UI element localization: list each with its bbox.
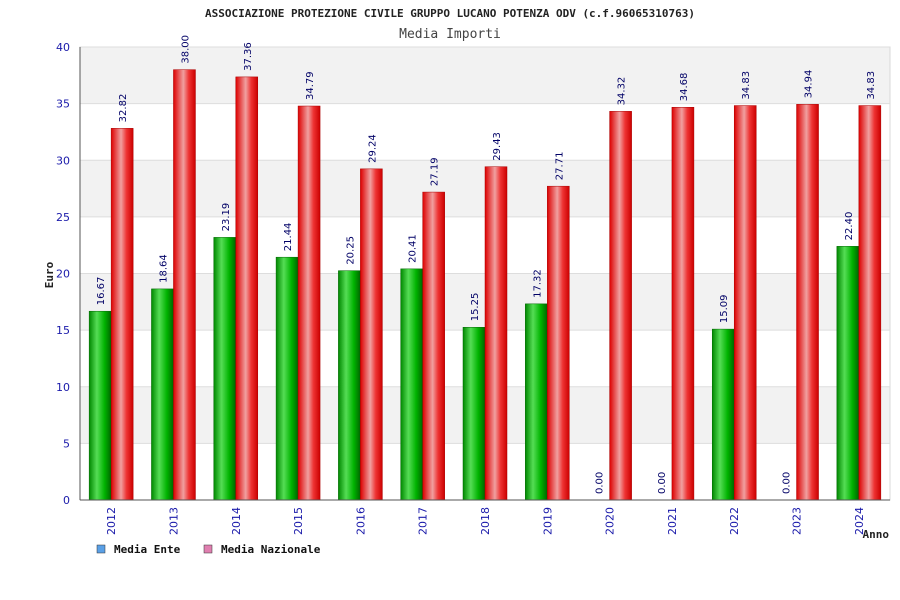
y-tick-label: 20 xyxy=(56,268,70,281)
bar-media-nazionale xyxy=(173,69,196,501)
data-label: 27.71 xyxy=(554,152,565,181)
data-label: 34.68 xyxy=(679,73,690,102)
y-tick-label: 35 xyxy=(56,98,70,111)
x-tick-label: 2023 xyxy=(791,507,804,535)
data-label: 23.19 xyxy=(221,203,232,232)
y-axis-ticks: 0 5 10 15 20 25 30 35 40 xyxy=(56,41,70,507)
x-tick-label: 2018 xyxy=(479,507,492,535)
data-label: 15.09 xyxy=(719,294,730,323)
data-label: 34.32 xyxy=(617,77,628,106)
legend-swatch-media-nazionale xyxy=(203,544,213,554)
bar-media-ente xyxy=(400,268,423,501)
data-label: 34.83 xyxy=(866,71,877,100)
x-tick-label: 2020 xyxy=(604,507,617,535)
x-axis-label: Anno xyxy=(863,528,890,541)
bar-media-ente xyxy=(338,270,361,501)
bars: 16.67 32.82 18.64 38.00 23.19 37.36 21.44 34.79… xyxy=(88,35,882,501)
bar-media-nazionale xyxy=(422,191,445,501)
data-label: 20.25 xyxy=(345,236,356,265)
bar-media-ente xyxy=(151,288,174,501)
y-tick-label: 0 xyxy=(63,494,70,507)
x-tick-label: 2019 xyxy=(541,507,554,535)
y-tick-label: 40 xyxy=(56,41,70,54)
bar-media-ente xyxy=(88,310,112,501)
x-tick-label: 2015 xyxy=(292,507,305,535)
chart-title: ASSOCIAZIONE PROTEZIONE CIVILE GRUPPO LU… xyxy=(205,7,695,20)
x-tick-label: 2016 xyxy=(354,507,367,535)
data-label: 38.00 xyxy=(180,35,191,64)
bar-media-nazionale xyxy=(110,128,134,501)
y-tick-label: 10 xyxy=(56,381,70,394)
data-label: 20.41 xyxy=(408,234,419,263)
data-label: 18.64 xyxy=(158,254,169,283)
data-label: 29.24 xyxy=(367,134,378,163)
legend-label-media-nazionale: Media Nazionale xyxy=(221,543,321,556)
data-label: 0.00 xyxy=(657,472,668,494)
data-label: 29.43 xyxy=(492,132,503,161)
bar-media-nazionale xyxy=(360,168,383,501)
data-label: 17.32 xyxy=(532,269,543,298)
bar-media-ente xyxy=(525,303,548,501)
x-tick-label: 2017 xyxy=(417,507,430,535)
data-label: 0.00 xyxy=(782,472,793,494)
x-axis-ticks: 2012 2013 2014 2015 2016 2017 2018 2019 2020 2021… xyxy=(105,507,866,535)
data-label: 22.40 xyxy=(844,212,855,241)
legend-swatch-media-ente xyxy=(96,544,106,554)
x-tick-label: 2021 xyxy=(666,507,679,535)
x-tick-label: 2014 xyxy=(230,507,243,535)
bar-media-nazionale xyxy=(235,76,259,501)
bar-media-nazionale xyxy=(297,105,321,501)
bar-media-nazionale xyxy=(733,105,757,501)
data-label: 34.83 xyxy=(741,71,752,100)
x-tick-label: 2013 xyxy=(167,507,180,535)
data-label: 16.67 xyxy=(96,277,107,306)
data-label: 37.36 xyxy=(243,42,254,71)
x-tick-label: 2022 xyxy=(728,507,741,535)
bar-media-ente xyxy=(275,256,299,501)
legend: Media Ente Media Nazionale xyxy=(96,543,321,556)
legend-label-media-ente: Media Ente xyxy=(114,543,181,556)
x-tick-label: 2024 xyxy=(853,507,866,535)
bar-media-ente xyxy=(711,328,735,501)
y-tick-label: 5 xyxy=(63,437,70,450)
bar-media-nazionale xyxy=(547,185,570,501)
y-tick-label: 15 xyxy=(56,324,70,337)
bar-media-ente xyxy=(213,237,237,501)
bar-media-nazionale xyxy=(609,111,632,501)
bar-media-nazionale xyxy=(858,105,882,501)
bar-media-nazionale xyxy=(671,106,695,501)
data-label: 21.44 xyxy=(283,223,294,252)
plot-band xyxy=(80,47,890,104)
data-label: 27.19 xyxy=(430,157,441,186)
bar-media-nazionale xyxy=(484,166,508,501)
y-axis-label: Euro xyxy=(43,261,56,288)
bar-media-nazionale xyxy=(796,104,819,501)
data-label: 32.82 xyxy=(118,94,129,123)
chart-subtitle: Media Importi xyxy=(399,27,501,42)
y-tick-label: 25 xyxy=(56,211,70,224)
bar-media-ente xyxy=(462,327,486,501)
x-tick-label: 2012 xyxy=(105,507,118,535)
data-label: 15.25 xyxy=(470,293,481,322)
data-label: 34.79 xyxy=(305,71,316,100)
data-label: 0.00 xyxy=(595,472,606,494)
y-tick-label: 30 xyxy=(56,154,70,167)
bar-media-ente xyxy=(836,246,860,501)
plot-band xyxy=(80,103,890,161)
data-label: 34.94 xyxy=(804,70,815,99)
